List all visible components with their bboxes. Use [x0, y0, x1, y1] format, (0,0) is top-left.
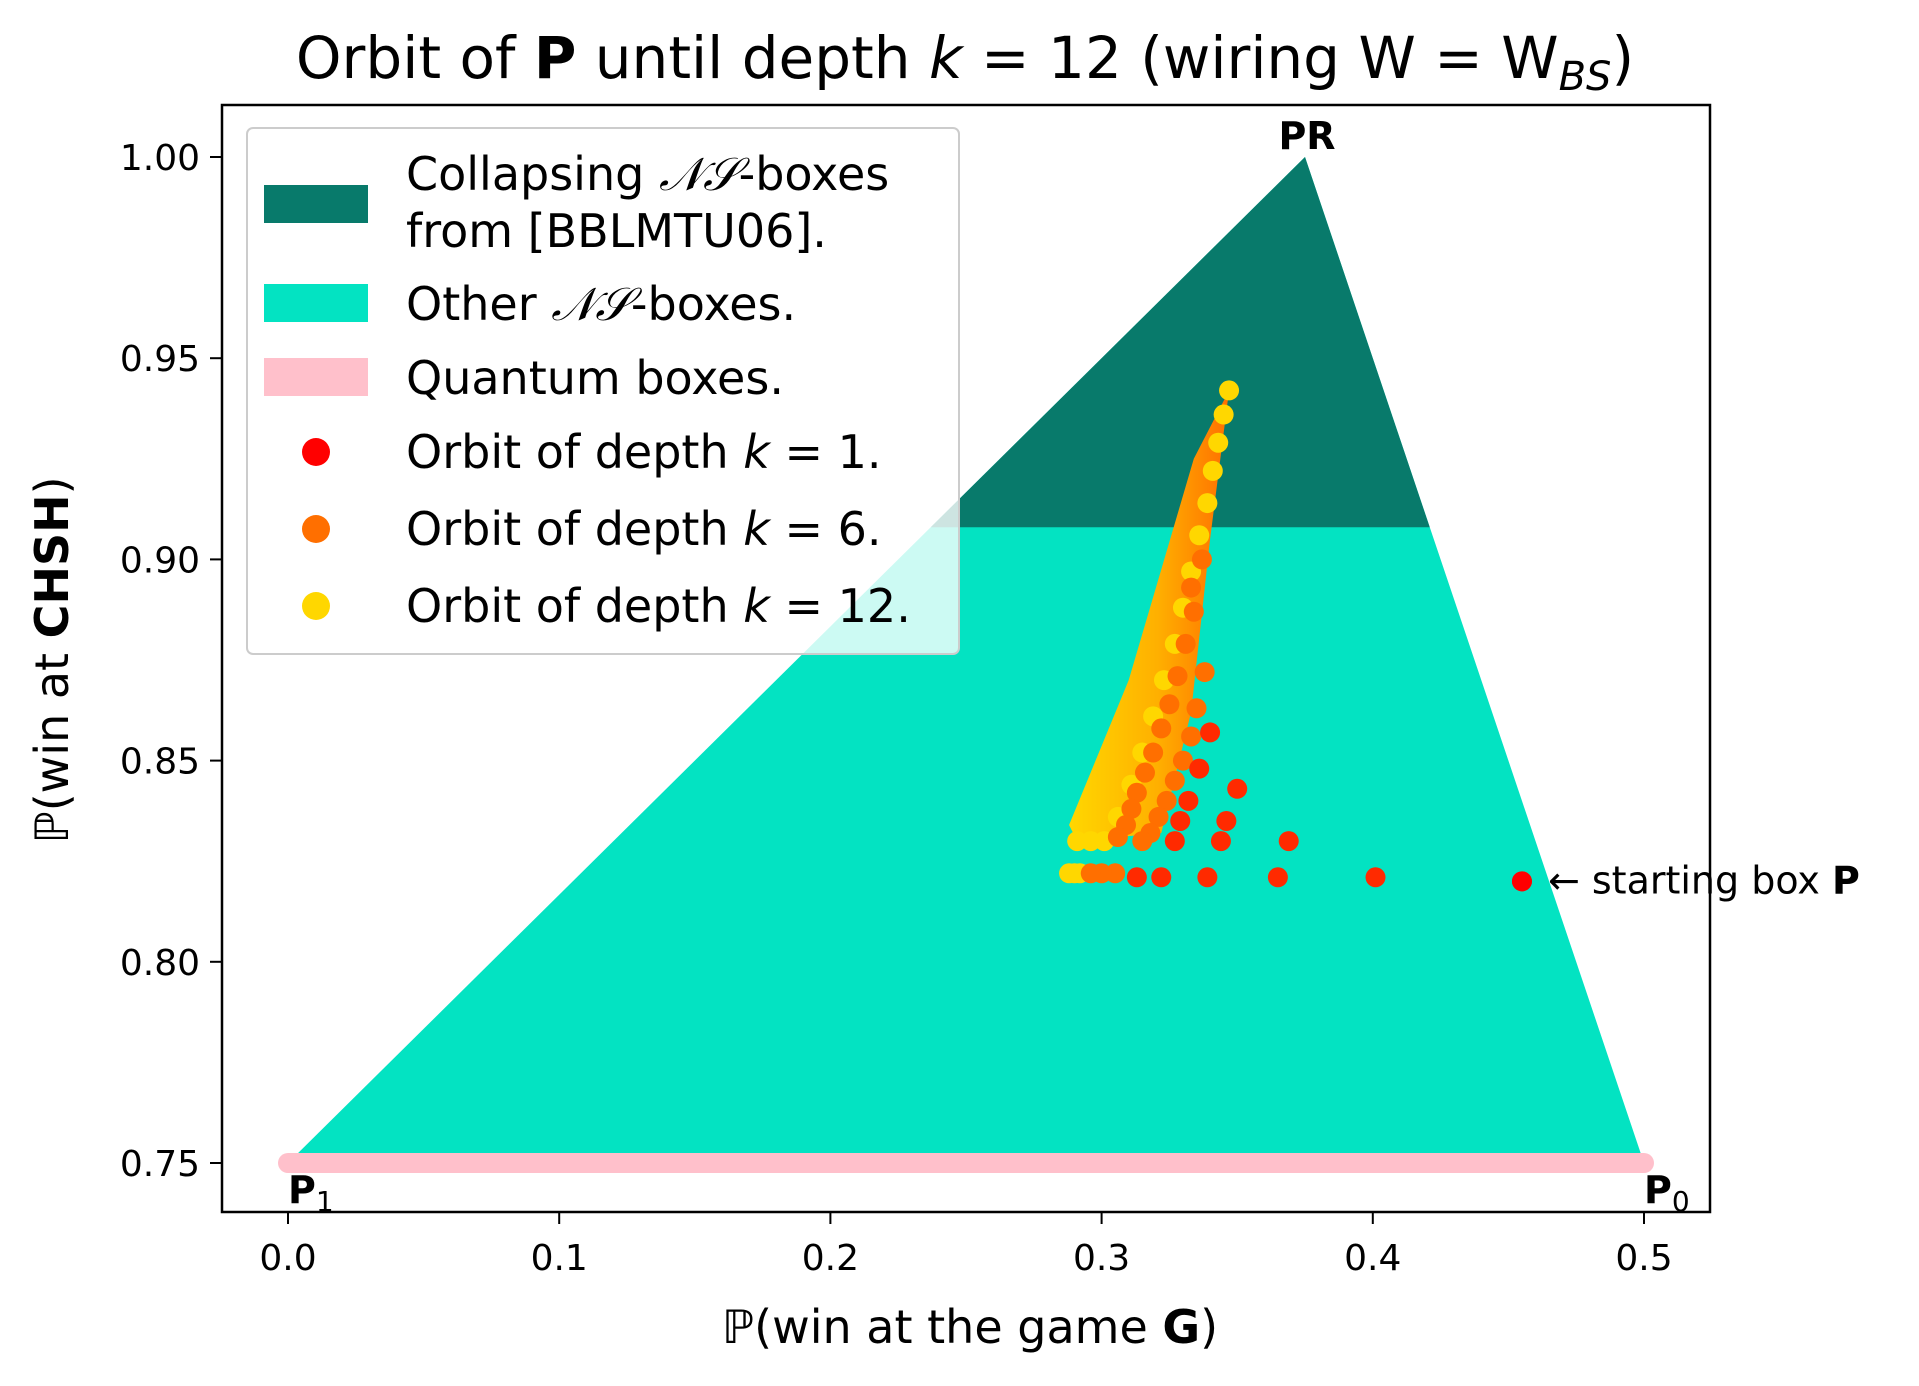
orbit-point-depth-6 — [1175, 633, 1196, 654]
plot-frame — [220, 103, 1712, 1214]
vertex-label-p1: P1 — [288, 1168, 334, 1218]
orbit-point-depth-12 — [1067, 831, 1088, 852]
orbit-point-depth-1 — [1164, 831, 1185, 852]
orbit-point-depth-1 — [1178, 790, 1199, 811]
legend-label-depth6: Orbit of depth k = 6. — [406, 502, 882, 556]
legend-label-collapsing: Collapsing 𝒩𝒮-boxes — [406, 147, 889, 201]
legend-swatch-other-ns — [264, 284, 368, 322]
legend-label-quantum: Quantum boxes. — [406, 351, 784, 405]
orbit-point-depth-6 — [1181, 577, 1202, 598]
legend-swatch-quantum — [264, 358, 368, 396]
orbit-point-depth-12 — [1208, 432, 1229, 453]
orbit-point-depth-12 — [1213, 404, 1234, 425]
x-tick-label: 0.1 — [531, 1238, 588, 1279]
orbit-point-depth-6 — [1181, 726, 1202, 747]
orbit-point-depth-6 — [1132, 831, 1153, 852]
starting-box-annotation: ← starting box P — [1548, 858, 1860, 902]
orbit-point-depth-6 — [1194, 662, 1215, 683]
orbit-point-depth-1 — [1189, 758, 1210, 779]
x-tick-label: 0.4 — [1344, 1238, 1401, 1279]
starting-box-point — [1511, 871, 1532, 892]
orbit-point-depth-1 — [1197, 867, 1218, 888]
y-tick-label: 0.85 — [120, 742, 200, 783]
y-tick-label: 0.95 — [120, 339, 200, 380]
orbit-point-depth-1 — [1151, 867, 1172, 888]
y-tick-label: 0.80 — [120, 943, 200, 984]
legend-label-depth1: Orbit of depth k = 1. — [406, 425, 882, 479]
orbit-point-depth-1 — [1210, 831, 1231, 852]
legend-swatch-collapsing — [264, 185, 368, 223]
x-tick-label: 0.5 — [1615, 1238, 1672, 1279]
legend: Collapsing 𝒩𝒮-boxes from [BBLMTU06]. Oth… — [246, 127, 960, 655]
orbit-point-depth-6 — [1143, 742, 1164, 763]
x-tick-label: 0.3 — [1073, 1238, 1130, 1279]
legend-label-collapsing-line2: from [BBLMTU06]. — [406, 204, 827, 258]
orbit-point-depth-6 — [1191, 549, 1212, 570]
orbit-point-depth-12 — [1197, 493, 1218, 514]
orbit-point-depth-6 — [1134, 762, 1155, 783]
orbit-point-depth-1 — [1216, 810, 1237, 831]
legend-label-depth12: Orbit of depth k = 12. — [406, 579, 911, 633]
y-axis: 0.75 0.80 0.85 0.90 0.95 1.00 — [120, 138, 222, 1185]
legend-marker-depth1 — [302, 438, 330, 466]
orbit-point-depth-6 — [1159, 694, 1180, 715]
orbit-point-depth-6 — [1121, 798, 1142, 819]
orbit-point-depth-12 — [1219, 380, 1240, 401]
x-tick-label: 0.0 — [259, 1238, 316, 1279]
orbit-points — [1059, 380, 1532, 892]
orbit-density-band — [1069, 390, 1230, 842]
orbit-point-depth-6 — [1183, 601, 1204, 622]
vertex-label-p0: P0 — [1644, 1168, 1690, 1218]
orbit-point-depth-6 — [1186, 698, 1207, 719]
x-tick-label: 0.2 — [802, 1238, 859, 1279]
orbit-point-depth-6 — [1148, 806, 1169, 827]
orbit-point-depth-6 — [1164, 770, 1185, 791]
orbit-point-depth-6 — [1167, 666, 1188, 687]
orbit-point-depth-6 — [1107, 827, 1128, 848]
orbit-point-depth-1 — [1227, 778, 1248, 799]
x-axis-label: ℙ(win at the game G) — [722, 1300, 1218, 1354]
plot-area — [278, 157, 1654, 1173]
orbit-point-depth-1 — [1267, 867, 1288, 888]
orbit-point-depth-12 — [1202, 460, 1223, 481]
orbit-point-depth-6 — [1156, 790, 1177, 811]
orbit-point-depth-1 — [1365, 867, 1386, 888]
orbit-point-depth-6 — [1172, 750, 1193, 771]
orbit-point-depth-1 — [1200, 722, 1221, 743]
orbit-point-depth-1 — [1170, 810, 1191, 831]
orbit-point-depth-1 — [1126, 867, 1147, 888]
x-axis: 0.0 0.1 0.2 0.3 0.4 0.5 — [259, 1212, 1673, 1279]
orbit-point-depth-6 — [1080, 863, 1101, 884]
vertex-label-pr: PR — [1278, 114, 1335, 158]
orbit-point-depth-6 — [1151, 718, 1172, 739]
legend-label-other-ns: Other 𝒩𝒮-boxes. — [406, 277, 796, 331]
legend-box — [246, 127, 960, 655]
orbit-point-depth-1 — [1278, 831, 1299, 852]
y-axis-label: ℙ(win at CHSH) — [25, 476, 79, 843]
orbit-point-depth-6 — [1126, 782, 1147, 803]
collapsing-ns-region — [930, 157, 1430, 528]
y-tick-label: 0.90 — [120, 540, 200, 581]
y-tick-label: 0.75 — [120, 1144, 200, 1185]
y-tick-label: 1.00 — [120, 138, 200, 179]
chart-title: Orbit of P until depth k = 12 (wiring W … — [296, 24, 1634, 100]
legend-marker-depth12 — [302, 592, 330, 620]
legend-marker-depth6 — [302, 515, 330, 543]
orbit-point-depth-12 — [1189, 525, 1210, 546]
